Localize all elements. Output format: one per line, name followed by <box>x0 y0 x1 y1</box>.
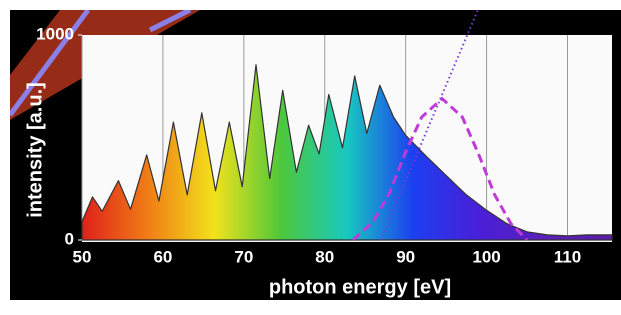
x-tick-label: 50 <box>73 247 92 266</box>
chart: photon energy [eV] intensity [a.u.] 50 60… <box>0 0 621 310</box>
x-axis-label: photon energy [eV] <box>269 276 451 298</box>
x-tick-label: 110 <box>554 247 581 266</box>
x-tick-label: 100 <box>472 247 500 266</box>
y-tick-label: 1000 <box>36 24 74 43</box>
x-tick-label: 70 <box>234 247 253 266</box>
x-tick-label: 60 <box>153 247 172 266</box>
y-axis-label: intensity [a.u.] <box>24 82 46 218</box>
page: {"chart_data": { "type": "line", "xlabel… <box>0 0 621 310</box>
x-tick-label: 80 <box>315 247 334 266</box>
y-tick-label: 0 <box>65 229 74 248</box>
x-tick-label: 90 <box>396 247 415 266</box>
